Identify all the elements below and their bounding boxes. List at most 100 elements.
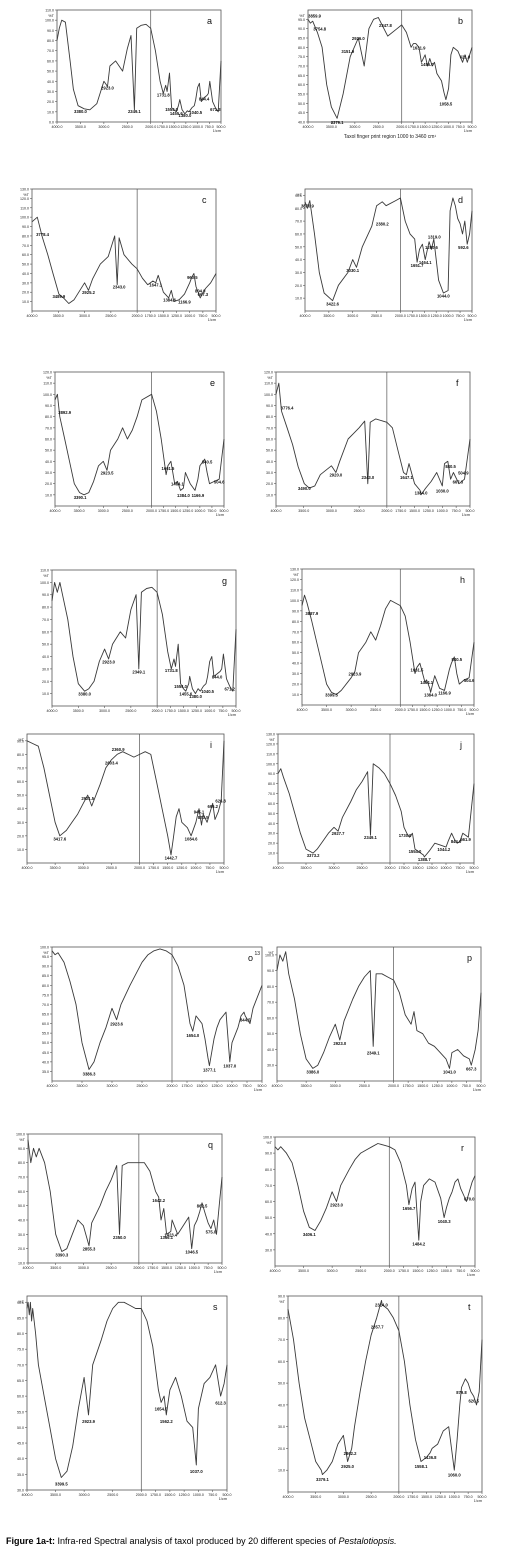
x-tick-label: 1500.0 (421, 1495, 432, 1499)
peak-label: 3887.9 (305, 611, 318, 616)
x-tick-label: 1250.0 (176, 866, 187, 870)
x-tick-label: 2000.0 (132, 314, 143, 318)
y-tick-label: 100.0 (40, 946, 49, 950)
peak-label: 1464.1 (171, 482, 184, 487)
peak-label: 840.5 (452, 657, 463, 662)
peak-label: 3151.9 (341, 49, 354, 54)
x-tick-label: 4000.0 (272, 1084, 283, 1088)
y-tick-label: 40.0 (298, 121, 305, 125)
peak-label: 670.0 (464, 1196, 475, 1201)
y-tick-label: 80.0 (22, 234, 29, 238)
y-tick-label: 60.0 (292, 641, 299, 645)
peak-label: 3778.4 (36, 232, 49, 237)
y-axis-label: %T (46, 376, 52, 380)
x-tick-label: 4000.0 (47, 1084, 58, 1088)
y-tick-label: 20.0 (295, 284, 302, 288)
peak-label: 862.5 (197, 1204, 208, 1209)
x-tick-label: 1750.0 (165, 709, 176, 713)
plot-frame (304, 188, 473, 312)
peak-label: 1040.3 (438, 1219, 451, 1224)
x-tick-label: 750.0 (205, 125, 214, 129)
peak-label: 3870.9 (301, 204, 314, 209)
x-tick-label: 3000.0 (338, 1495, 349, 1499)
y-tick-label: 80.0 (42, 606, 49, 610)
y-tick-label: 45.0 (17, 1442, 24, 1446)
ir-spectrum-panel-o: 35.0 40.0 45.0 50.0 55.0 60.0 65.0 70.0 75.0 80.0… (30, 943, 267, 1093)
y-tick-label: 95.0 (298, 18, 305, 22)
x-tick-label: 3500.0 (53, 314, 64, 318)
peak-label: 667.3 (453, 479, 464, 484)
y-tick-label: 40.0 (42, 1060, 49, 1064)
x-tick-label: 1000.0 (190, 866, 201, 870)
y-tick-label: 10.0 (22, 300, 29, 304)
x-tick-label: 2000.0 (388, 1084, 399, 1088)
x-axis-unit: 1/cm (467, 1273, 475, 1277)
y-tick-label: 120.0 (290, 578, 299, 582)
peak-label: 1380.0 (179, 113, 192, 118)
x-tick-label: 750.0 (243, 1084, 252, 1088)
peak-label: 3386.3 (83, 1071, 96, 1076)
x-tick-label: 4000.0 (27, 314, 38, 318)
peak-label: 3892.9 (58, 410, 71, 415)
x-tick-label: 2500.0 (125, 709, 136, 713)
x-tick-label: 2000.0 (146, 509, 157, 513)
caption-genus: Pestalotiopsis. (338, 1536, 397, 1546)
ir-spectrum-panel-i: 10.0 20.0 30.0 40.0 50.0 60.0 70.0 80.0 90.0 %T 40… (5, 730, 229, 875)
peak-label: 2349.1 (128, 109, 141, 114)
panel-letter: b (458, 16, 463, 26)
x-tick-label: 1250.0 (212, 1084, 223, 1088)
y-axis-label: %T (299, 14, 305, 18)
peak-label: 1030.0 (436, 488, 449, 493)
peak-label: 1037.0 (223, 1064, 236, 1069)
y-tick-label: 0.0 (49, 121, 54, 125)
y-tick-label: 70.0 (42, 618, 49, 622)
peak-label: 1442.7 (165, 856, 178, 861)
y-tick-label: 50.0 (268, 812, 275, 816)
x-tick-label: 3500.0 (50, 866, 61, 870)
x-tick-label: 1000.0 (194, 509, 205, 513)
x-axis-unit: 1/cm (228, 713, 236, 717)
spectrum-line (26, 740, 225, 856)
x-tick-label: 3000.0 (98, 509, 109, 513)
peak-label: 1464.1 (420, 680, 433, 685)
y-tick-label: 40.0 (17, 807, 24, 811)
peak-label: 960.5 (187, 275, 198, 280)
spectrum-line (56, 19, 222, 115)
peak-label: 1455.6 (170, 111, 183, 116)
ir-spectrum-r: 30.0 40.0 50.0 60.0 70.0 80.0 90.0 100.0%T 4000.… (263, 1136, 480, 1278)
peak-label: 3776.4 (281, 406, 294, 411)
peak-label: 1290.6 (425, 245, 438, 250)
ir-spectrum-b: 40.0 45.0 50.0 55.0 60.0 65.0 70.0 75.0 80.0 85.0… (298, 9, 477, 140)
y-tick-label: 20.0 (42, 680, 49, 684)
x-tick-label: 1500.0 (164, 1493, 175, 1497)
peak-label: 2923.6 (110, 1022, 123, 1027)
peak-label: 2357.7 (371, 1324, 384, 1329)
x-tick-label: 1250.0 (431, 125, 442, 129)
peak-label: 844.0 (212, 674, 223, 679)
plot-frame (51, 946, 263, 1082)
x-tick-label: 2500.0 (354, 509, 365, 513)
x-tick-label: 2000.0 (152, 709, 163, 713)
ir-spectrum-t: 10.0 20.0 30.0 40.0 50.0 60.0 70.0 80.0 90.0%T 40… (278, 1295, 487, 1504)
peak-label: 1166.9 (438, 690, 451, 695)
y-tick-label: 60.0 (42, 1022, 49, 1026)
x-tick-label: 4000.0 (270, 1269, 281, 1273)
x-tick-label: 1500.0 (412, 1269, 423, 1273)
peak-label: 1731.8 (157, 93, 170, 98)
y-tick-label: 30.0 (268, 832, 275, 836)
y-tick-label: 65.0 (42, 1013, 49, 1017)
peak-label: 3490.0 (298, 486, 311, 491)
x-tick-label: 2500.0 (359, 1084, 370, 1088)
y-tick-label: 110.0 (266, 752, 275, 756)
y-tick-label: 30.0 (17, 821, 24, 825)
y-tick-label: 70.0 (47, 49, 54, 53)
plot-frame (301, 568, 475, 706)
x-tick-label: 4000.0 (273, 866, 284, 870)
ir-spectrum-panel-b: 40.0 45.0 50.0 55.0 60.0 65.0 70.0 75.0 80.0 85.0… (286, 6, 477, 144)
peak-label: 844.4 (199, 97, 210, 102)
peak-label: 3417.6 (53, 837, 66, 842)
peak-label: 2360.9 (112, 747, 125, 752)
panel-letter: e (210, 378, 215, 388)
x-tick-label: 2000.0 (167, 1084, 178, 1088)
x-tick-label: 2000.0 (395, 708, 406, 712)
